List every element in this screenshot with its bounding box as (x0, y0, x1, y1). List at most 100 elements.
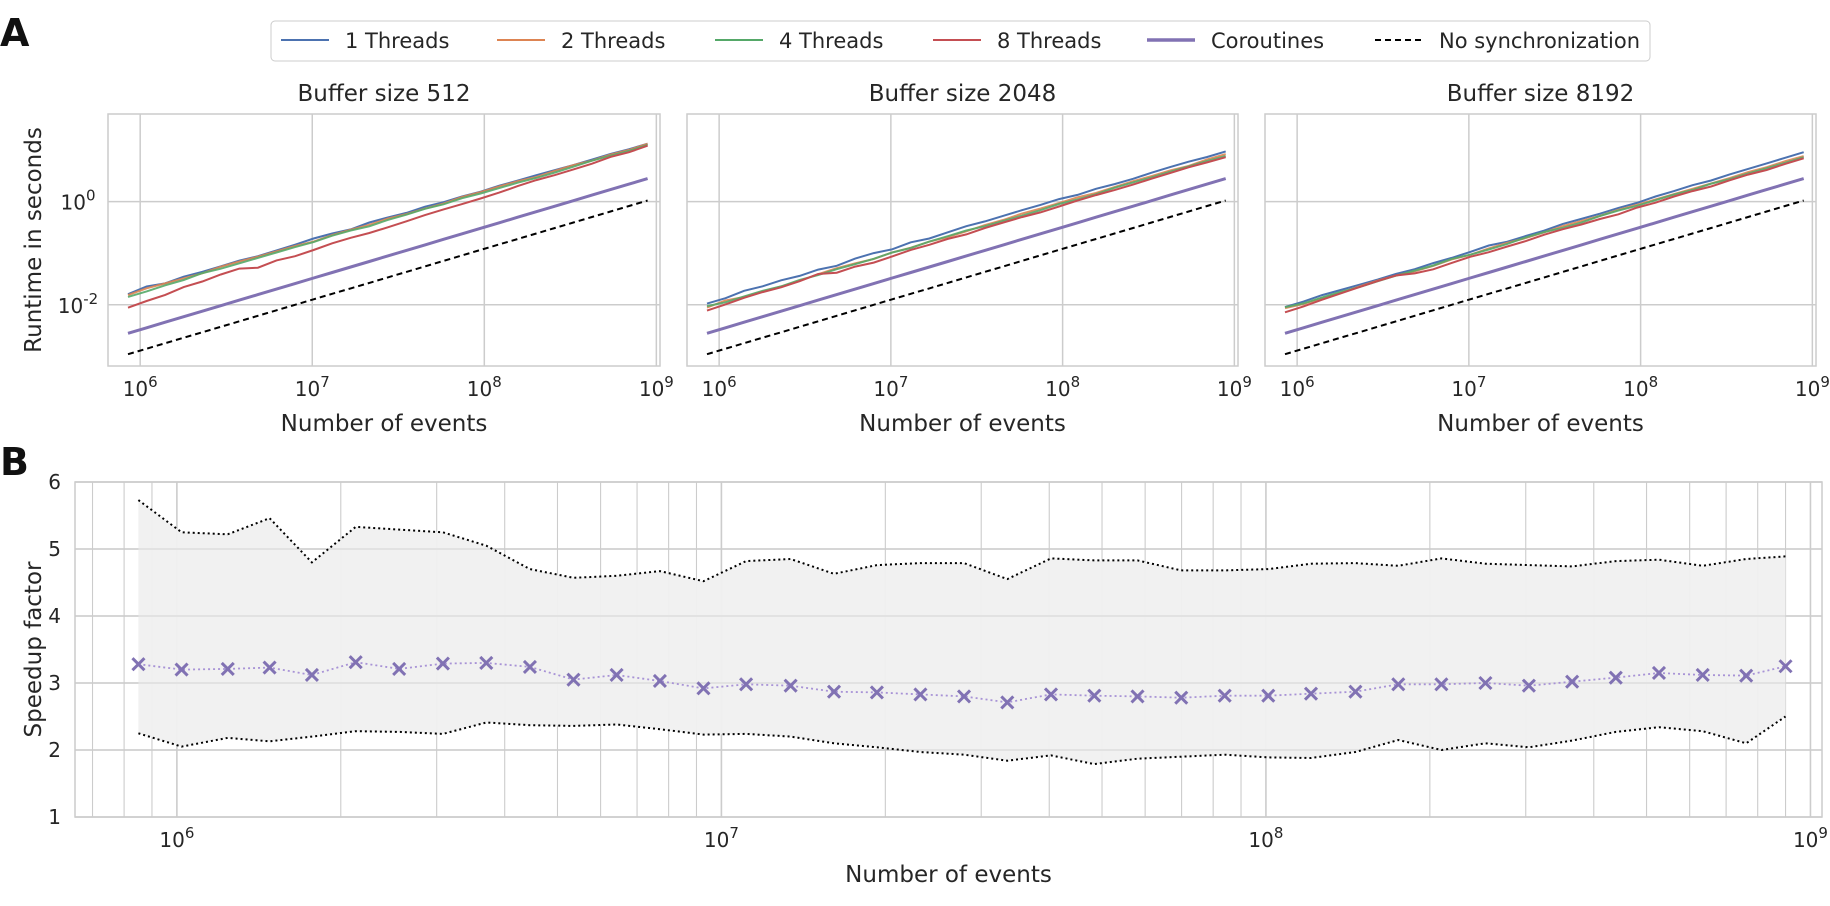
mean-marker-stroke (220, 661, 235, 676)
panel-title: Buffer size 8192 (1447, 81, 1635, 107)
mean-marker-stroke (1521, 678, 1536, 693)
mean-marker (479, 655, 494, 670)
panel-title: Buffer size 2048 (869, 81, 1057, 107)
panel-label-a: A (0, 11, 30, 55)
y-tick-label: 10-2 (58, 290, 98, 318)
x-tick-label: 109 (1217, 373, 1252, 401)
x-tick-label: 106 (702, 373, 737, 401)
x-tick-label: 109 (1795, 373, 1830, 401)
series-line-2-threads (127, 142, 648, 297)
mean-marker-stroke (956, 689, 972, 704)
x-tick-label: 109 (1793, 824, 1828, 852)
mean-marker (1043, 687, 1059, 702)
mean-marker (1695, 667, 1710, 683)
y-tick-label: 4 (48, 604, 61, 628)
mean-marker (869, 685, 884, 700)
series-line-coroutines (1284, 177, 1805, 335)
mean-marker (1391, 677, 1406, 692)
x-tick-label: 106 (159, 824, 194, 852)
axes-frame (107, 113, 661, 367)
mean-marker-stroke (609, 667, 624, 683)
x-tick-label: 106 (1280, 373, 1315, 401)
series-line-8-threads (706, 156, 1226, 312)
mean-marker (652, 673, 667, 689)
x-tick-label: 107 (295, 373, 330, 401)
mean-marker (1478, 675, 1493, 691)
mean-marker-stroke (392, 661, 407, 676)
legend-label: 4 Threads (779, 29, 883, 53)
x-tick-label: 106 (123, 373, 158, 401)
mean-marker (1348, 684, 1363, 699)
axes-frame (74, 481, 1823, 818)
mean-marker-stroke (1261, 688, 1276, 703)
mean-marker (262, 660, 277, 675)
y-tick-label: 6 (48, 470, 61, 494)
axes-frame (1264, 113, 1817, 367)
mean-marker-stroke (913, 687, 928, 702)
mean-marker (913, 687, 928, 702)
x-tick-label: 109 (639, 373, 674, 401)
plot-area (1265, 114, 1816, 366)
mean-marker (1217, 688, 1232, 703)
mean-marker (826, 684, 842, 699)
plot-area (687, 114, 1238, 366)
mean-marker-stroke (1087, 688, 1102, 703)
x-tick-label: 107 (873, 373, 908, 401)
mean-marker (1778, 659, 1793, 674)
mean-marker-stroke (1348, 684, 1363, 699)
mean-marker (131, 657, 146, 672)
mean-marker (956, 689, 972, 704)
series-line-8-threads (1284, 157, 1804, 314)
mean-marker (1174, 690, 1189, 705)
series-line-no-synchronization (1284, 199, 1804, 356)
x-tick-label: 108 (1248, 824, 1283, 852)
y-tick-label: 1 (48, 805, 61, 829)
mean-marker (1261, 688, 1276, 703)
mean-marker-stroke (348, 655, 363, 670)
mean-marker (304, 667, 319, 683)
mean-marker (392, 661, 407, 676)
confidence-band (138, 500, 1786, 765)
y-axis-label: Runtime in seconds (21, 127, 47, 353)
mean-marker (1087, 688, 1102, 703)
mean-marker-stroke (1000, 695, 1015, 710)
mean-marker-stroke (522, 659, 537, 674)
mean-marker (1130, 689, 1145, 704)
mean-marker-stroke (783, 678, 798, 693)
mean-marker-stroke (174, 662, 189, 677)
y-tick-label: 5 (48, 537, 61, 561)
mean-marker-stroke (1303, 686, 1319, 701)
plot-area (108, 114, 660, 366)
mean-marker (609, 667, 624, 683)
speedup-chart: 106 107 108 109 1 2 3 4 5 6 Number of events Speedu… (21, 470, 1828, 888)
runtime-chart-buffer-512: 106 107 108 109 10-2 100 Buffer size 512 Number… (21, 81, 674, 437)
series-line-mean (138, 661, 1786, 704)
legend-label: 8 Threads (997, 29, 1101, 53)
series-line-no-synchronization (127, 199, 648, 356)
x-axis-label: Number of events (281, 411, 488, 437)
mean-marker (174, 662, 189, 677)
series-line-1-threads (1284, 151, 1804, 309)
runtime-chart-buffer-8192: 106 107 108 109 Buffer size 8192 Number of ev… (1264, 81, 1830, 437)
mean-marker (1434, 677, 1449, 692)
legend-label: No synchronization (1439, 29, 1640, 53)
mean-marker-stroke (1478, 675, 1493, 691)
series-line-no-synchronization (706, 199, 1226, 356)
x-tick-label: 107 (704, 824, 739, 852)
y-tick-label: 2 (48, 738, 61, 762)
mean-marker-stroke (566, 672, 581, 687)
mean-marker (566, 672, 581, 687)
mean-marker-stroke (479, 655, 494, 670)
mean-marker-stroke (869, 685, 884, 700)
mean-marker (1651, 665, 1667, 681)
y-tick-label: 100 (61, 187, 96, 215)
mean-marker-stroke (826, 684, 842, 699)
mean-marker-stroke (1391, 677, 1406, 692)
mean-marker (1521, 678, 1536, 693)
mean-marker-stroke (1651, 665, 1667, 681)
mean-marker-stroke (1739, 668, 1754, 683)
mean-marker (1739, 668, 1754, 683)
mean-marker-stroke (1217, 688, 1232, 703)
series-line-coroutines (127, 177, 649, 335)
mean-marker-stroke (1130, 689, 1145, 704)
